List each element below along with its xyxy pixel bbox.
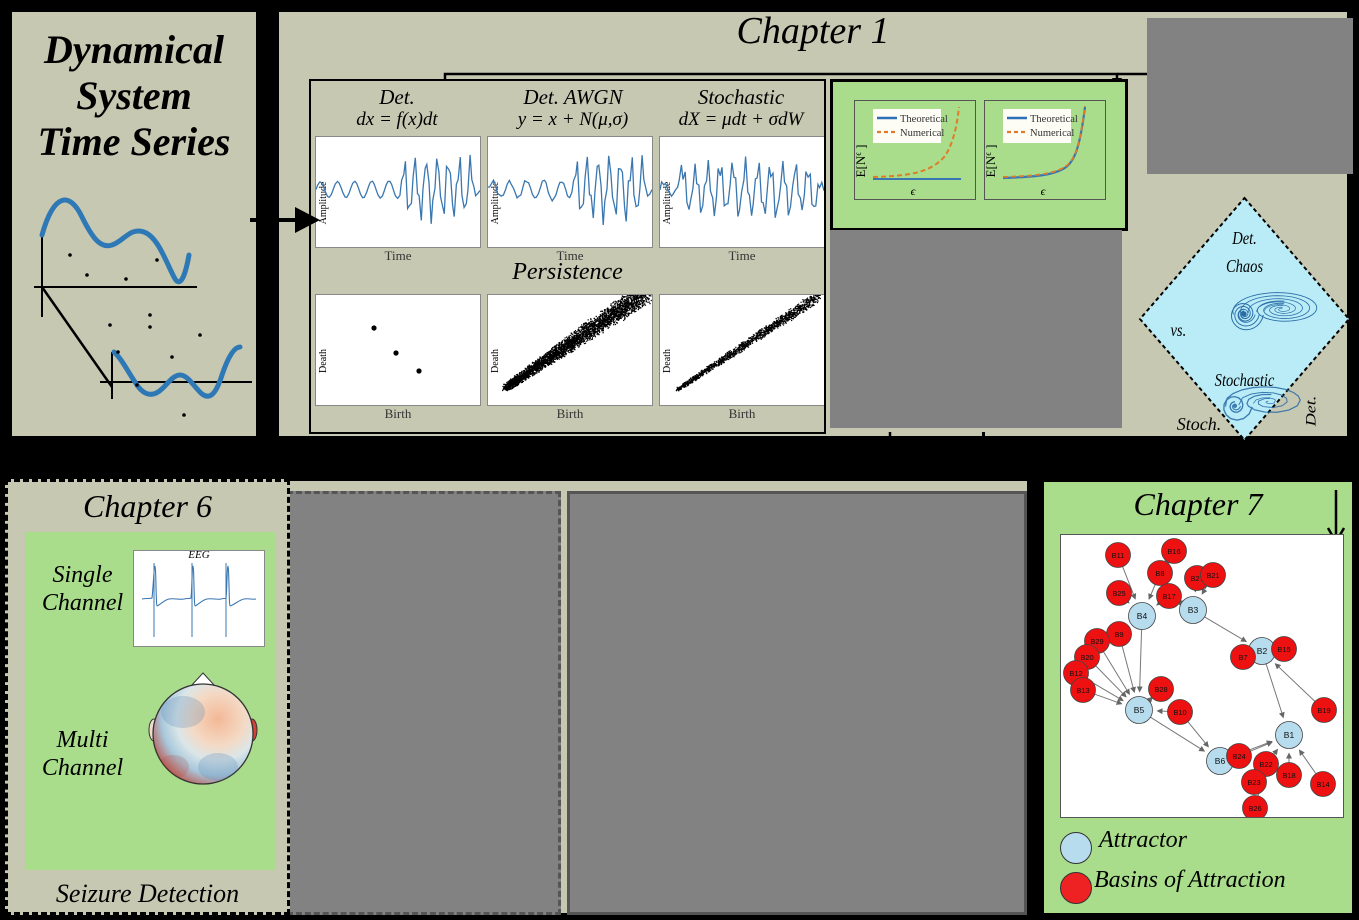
svg-text:B14: B14	[1316, 780, 1329, 789]
svg-text:B7: B7	[1238, 653, 1247, 662]
svg-text:B16: B16	[1167, 547, 1180, 556]
svg-text:B5: B5	[1134, 705, 1145, 715]
svg-text:B23: B23	[1247, 778, 1260, 787]
svg-text:Death: Death	[318, 349, 329, 373]
svg-text:B11: B11	[1112, 551, 1125, 560]
svg-text:B13: B13	[1076, 686, 1089, 695]
svg-text:B24: B24	[1232, 752, 1245, 761]
svg-text:B22: B22	[1259, 760, 1272, 769]
svg-text:B19: B19	[1317, 706, 1330, 715]
svg-text:B9: B9	[1114, 630, 1123, 639]
svg-text:B28: B28	[1154, 685, 1167, 694]
svg-text:B25: B25	[1112, 589, 1125, 598]
svg-text:B20: B20	[1080, 653, 1093, 662]
svg-text:B2: B2	[1257, 646, 1268, 656]
svg-text:B17: B17	[1162, 592, 1175, 601]
svg-text:Death: Death	[662, 349, 673, 373]
svg-text:B3: B3	[1188, 605, 1199, 615]
svg-text:B29: B29	[1090, 637, 1103, 646]
svg-text:B8: B8	[1155, 569, 1164, 578]
svg-text:B6: B6	[1215, 756, 1226, 766]
svg-text:B21: B21	[1206, 571, 1219, 580]
svg-text:Death: Death	[490, 349, 501, 373]
svg-text:B18: B18	[1282, 771, 1295, 780]
svg-text:B4: B4	[1137, 611, 1148, 621]
svg-text:B26: B26	[1248, 804, 1261, 813]
svg-text:B15: B15	[1277, 645, 1290, 654]
svg-text:B12: B12	[1069, 669, 1082, 678]
svg-text:B10: B10	[1173, 708, 1186, 717]
svg-text:B1: B1	[1284, 730, 1295, 740]
